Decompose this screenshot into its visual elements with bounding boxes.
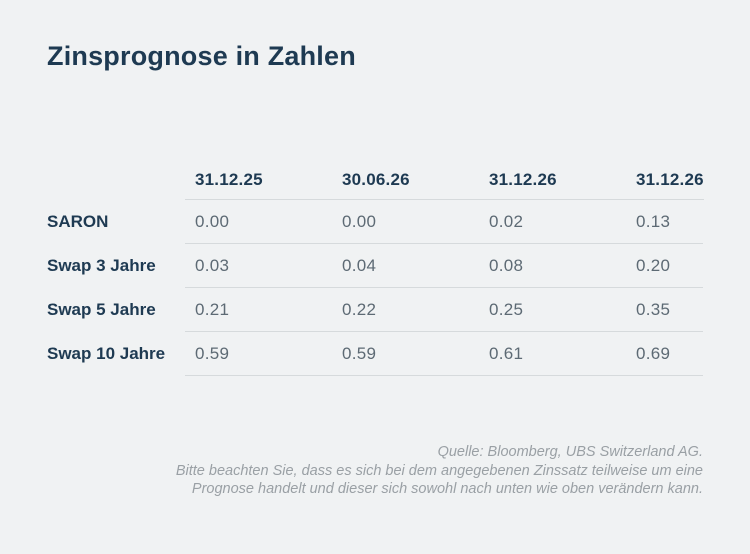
rate-value: 0.04 [342, 255, 377, 275]
rate-value: 0.02 [489, 211, 524, 231]
table-row-swap-10-jahre: Swap 10 Jahre 0.59 0.59 0.61 0.69 [47, 332, 703, 376]
rate-value: 0.08 [489, 255, 524, 275]
rate-value: 0.22 [342, 299, 377, 319]
table-row-swap-3-jahre: Swap 3 Jahre 0.03 0.04 0.08 0.20 [47, 244, 703, 288]
column-header: 31.12.25 [195, 169, 263, 189]
rate-value: 0.59 [342, 343, 377, 363]
row-values: 0.03 0.04 0.08 0.20 [185, 244, 703, 288]
row-label: Swap 5 Jahre [47, 300, 156, 319]
header-values: 31.12.25 30.06.26 31.12.26 31.12.26 [185, 160, 704, 200]
row-values: 0.59 0.59 0.61 0.69 [185, 332, 703, 376]
row-label: Swap 3 Jahre [47, 256, 156, 275]
row-values: 0.00 0.00 0.02 0.13 [185, 200, 703, 244]
source-line: Quelle: Bloomberg, UBS Switzerland AG. [437, 444, 703, 460]
rate-value: 0.35 [636, 299, 671, 319]
column-header: 30.06.26 [342, 169, 410, 189]
table-row-saron: SARON 0.00 0.00 0.02 0.13 [47, 200, 703, 244]
row-label: Swap 10 Jahre [47, 344, 166, 363]
row-values: 0.21 0.22 0.25 0.35 [185, 288, 703, 332]
row-label: SARON [47, 212, 109, 231]
disclaimer-line: Prognose handelt und dieser sich sowohl … [191, 481, 703, 497]
source-disclaimer: Quelle: Bloomberg, UBS Switzerland AG. B… [143, 443, 703, 499]
rate-value: 0.59 [195, 343, 230, 363]
rate-value: 0.21 [195, 299, 230, 319]
table-row-swap-5-jahre: Swap 5 Jahre 0.21 0.22 0.25 0.35 [47, 288, 703, 332]
rate-value: 0.00 [342, 211, 377, 231]
rate-value: 0.03 [195, 255, 230, 275]
rate-value: 0.13 [636, 211, 671, 231]
rates-table: 31.12.25 30.06.26 31.12.26 31.12.26 SARO… [47, 160, 704, 376]
page-title: Zinsprognose in Zahlen [47, 41, 356, 71]
rate-value: 0.20 [636, 255, 671, 275]
rate-value: 0.61 [489, 343, 524, 363]
table-header-row: 31.12.25 30.06.26 31.12.26 31.12.26 [47, 160, 704, 200]
column-header: 31.12.26 [489, 169, 557, 189]
header-label-spacer [47, 160, 185, 200]
column-header: 31.12.26 [636, 169, 704, 189]
disclaimer-line: Bitte beachten Sie, dass es sich bei dem… [175, 462, 703, 479]
rate-value: 0.25 [489, 299, 524, 319]
rate-value: 0.69 [636, 343, 671, 363]
rate-value: 0.00 [195, 211, 230, 231]
